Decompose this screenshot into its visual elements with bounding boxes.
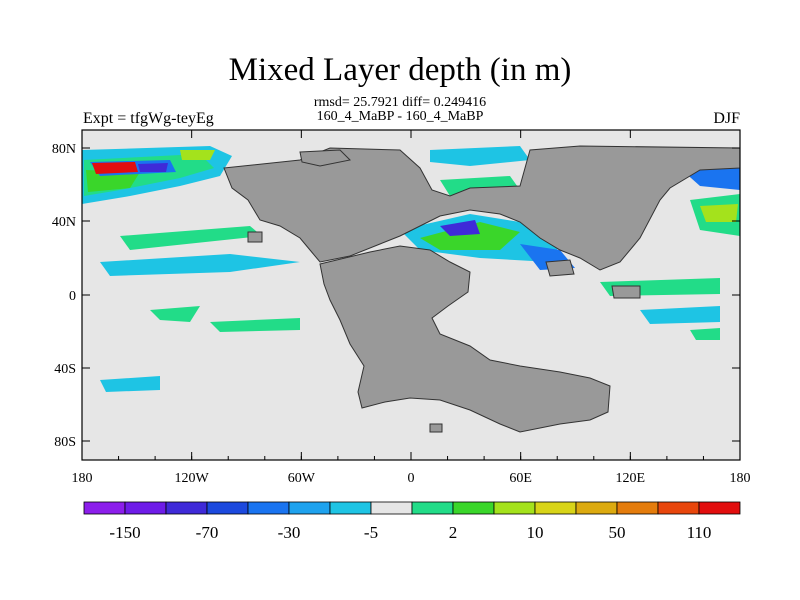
anomaly-patch [640, 306, 720, 324]
colorbar-label: -5 [364, 523, 378, 542]
experiment-pair-line: 160_4_MaBP - 160_4_MaBP [316, 109, 484, 124]
land-mass-island [545, 259, 575, 277]
colorbar-swatch [83, 501, 126, 515]
experiment-label: Expt = tfgWg-teyEg [83, 110, 214, 127]
latitude-axis: 80N 40N 0 40S 80S [52, 142, 740, 450]
anomaly-patch [690, 328, 720, 340]
anomaly-patch [210, 318, 300, 332]
colorbar-swatch [247, 501, 290, 515]
colorbar-swatch [698, 501, 741, 515]
colorbar-swatch [329, 501, 372, 515]
lat-tick-label: 80S [54, 435, 76, 450]
colorbar-label: 2 [449, 523, 458, 542]
colorbar-swatch [575, 501, 618, 515]
lon-tick-label: 60E [509, 471, 532, 486]
anomaly-patch [440, 220, 480, 236]
anomaly-field [82, 146, 740, 392]
lon-tick-label: 120W [175, 471, 210, 486]
colorbar-swatch [657, 501, 700, 515]
anomaly-patch [138, 163, 168, 172]
colorbar-swatch [206, 501, 249, 515]
anomaly-patch [150, 306, 200, 322]
lon-tick-label: 180 [72, 471, 93, 486]
colorbar-swatch [616, 501, 659, 515]
lon-tick-label: 120E [616, 471, 646, 486]
colorbar-swatch [370, 501, 413, 515]
colorbar-swatch [493, 501, 536, 515]
land-masses [223, 145, 740, 433]
lat-tick-label: 40N [52, 215, 76, 230]
map-plot-area: 180 120W 60W 0 60E 120E 180 80N 40N 0 40S 80S [52, 129, 751, 486]
land-mass-island [299, 149, 352, 167]
anomaly-patch [430, 146, 530, 166]
lon-tick-label: 60W [288, 471, 316, 486]
land-mass-island [429, 423, 443, 433]
colorbar-label: 110 [687, 523, 712, 542]
map-title: Mixed Layer depth (in m) [228, 52, 572, 88]
lat-tick-label: 40S [54, 362, 76, 377]
colorbar-swatch [411, 501, 454, 515]
colorbar-swatch [165, 501, 208, 515]
land-mass-north [223, 145, 740, 271]
colorbar-label: -150 [109, 523, 140, 542]
lat-tick-label: 0 [69, 289, 76, 304]
colorbar-swatch [124, 501, 167, 515]
colorbar-swatch [452, 501, 495, 515]
colorbar-label: -30 [278, 523, 301, 542]
lat-tick-label: 80N [52, 142, 76, 157]
anomaly-patch [100, 376, 160, 392]
anomaly-patch [86, 170, 140, 192]
land-mass-island [611, 285, 641, 299]
lon-tick-label: 180 [730, 471, 751, 486]
colorbar-label: 50 [609, 523, 626, 542]
season-label: DJF [713, 110, 740, 127]
anomaly-patch [700, 204, 738, 222]
colorbar-swatch [288, 501, 331, 515]
colorbar: -150 -70 -30 -5 2 10 50 110 [83, 501, 741, 542]
rmsd-diff-line: rmsd= 25.7921 diff= 0.249416 [313, 95, 487, 110]
colorbar-swatch [534, 501, 577, 515]
anomaly-patch [120, 226, 262, 250]
colorbar-label: 10 [527, 523, 544, 542]
colorbar-label: -70 [196, 523, 219, 542]
longitude-axis: 180 120W 60W 0 60E 120E 180 [72, 130, 751, 486]
land-mass-island [247, 231, 263, 243]
stats-header: rmsd= 25.7921 diff= 0.249416 160_4_MaBP … [0, 96, 800, 124]
lon-tick-label: 0 [408, 471, 415, 486]
anomaly-patch [100, 254, 300, 276]
land-mass-south [319, 245, 611, 433]
anomaly-patch [420, 222, 520, 250]
anomaly-patch [180, 150, 215, 160]
anomaly-patch [92, 162, 138, 174]
